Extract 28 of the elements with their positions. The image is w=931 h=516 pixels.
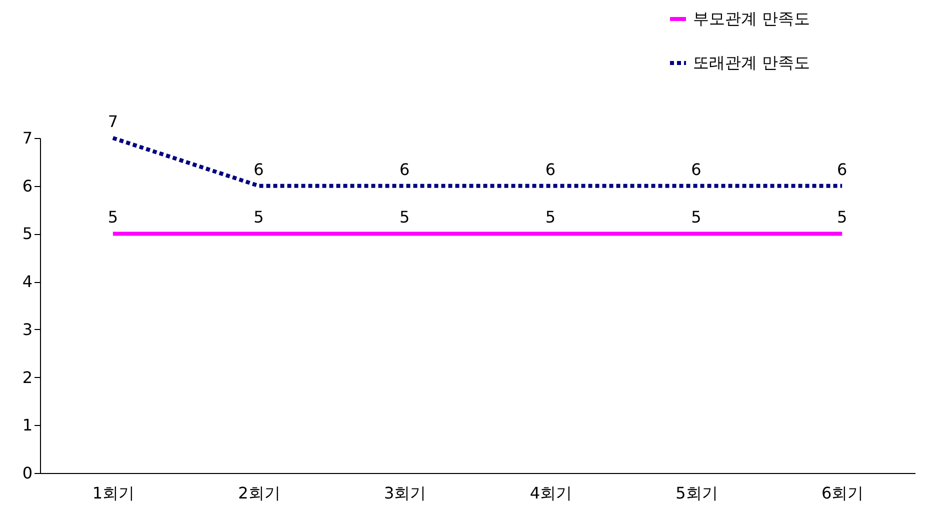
data-label: 5 [691, 208, 702, 227]
legend-label: 부모관계 만족도 [693, 9, 810, 28]
y-tick-label: 5 [22, 224, 32, 244]
x-tick-label: 6회기 [821, 484, 864, 502]
y-tick-label: 3 [22, 320, 32, 339]
legend-label: 또래관계 만족도 [693, 53, 810, 72]
y-tick-label: 0 [22, 464, 32, 482]
y-tick-label: 4 [22, 272, 32, 292]
y-tick-label: 7 [22, 128, 32, 148]
data-label: 7 [108, 112, 118, 131]
data-label: 5 [545, 208, 556, 227]
y-tick-label: 2 [22, 368, 32, 387]
data-label: 6 [254, 160, 264, 179]
x-tick-label: 3회기 [384, 484, 426, 502]
x-tick-label: 4회기 [530, 484, 572, 502]
x-tick-label: 1회기 [92, 484, 135, 502]
y-tick-label: 6 [22, 176, 32, 196]
data-label: 6 [691, 160, 702, 179]
data-label: 5 [108, 208, 118, 227]
data-label: 6 [836, 160, 848, 179]
data-label: 5 [254, 208, 264, 227]
x-tick-label: 2회기 [238, 484, 280, 502]
data-label: 6 [545, 160, 556, 179]
x-tick-label: 5회기 [676, 484, 718, 502]
data-label: 5 [836, 208, 848, 227]
data-label: 6 [399, 160, 410, 179]
data-label: 5 [399, 208, 410, 227]
y-tick-label: 1 [22, 416, 32, 435]
